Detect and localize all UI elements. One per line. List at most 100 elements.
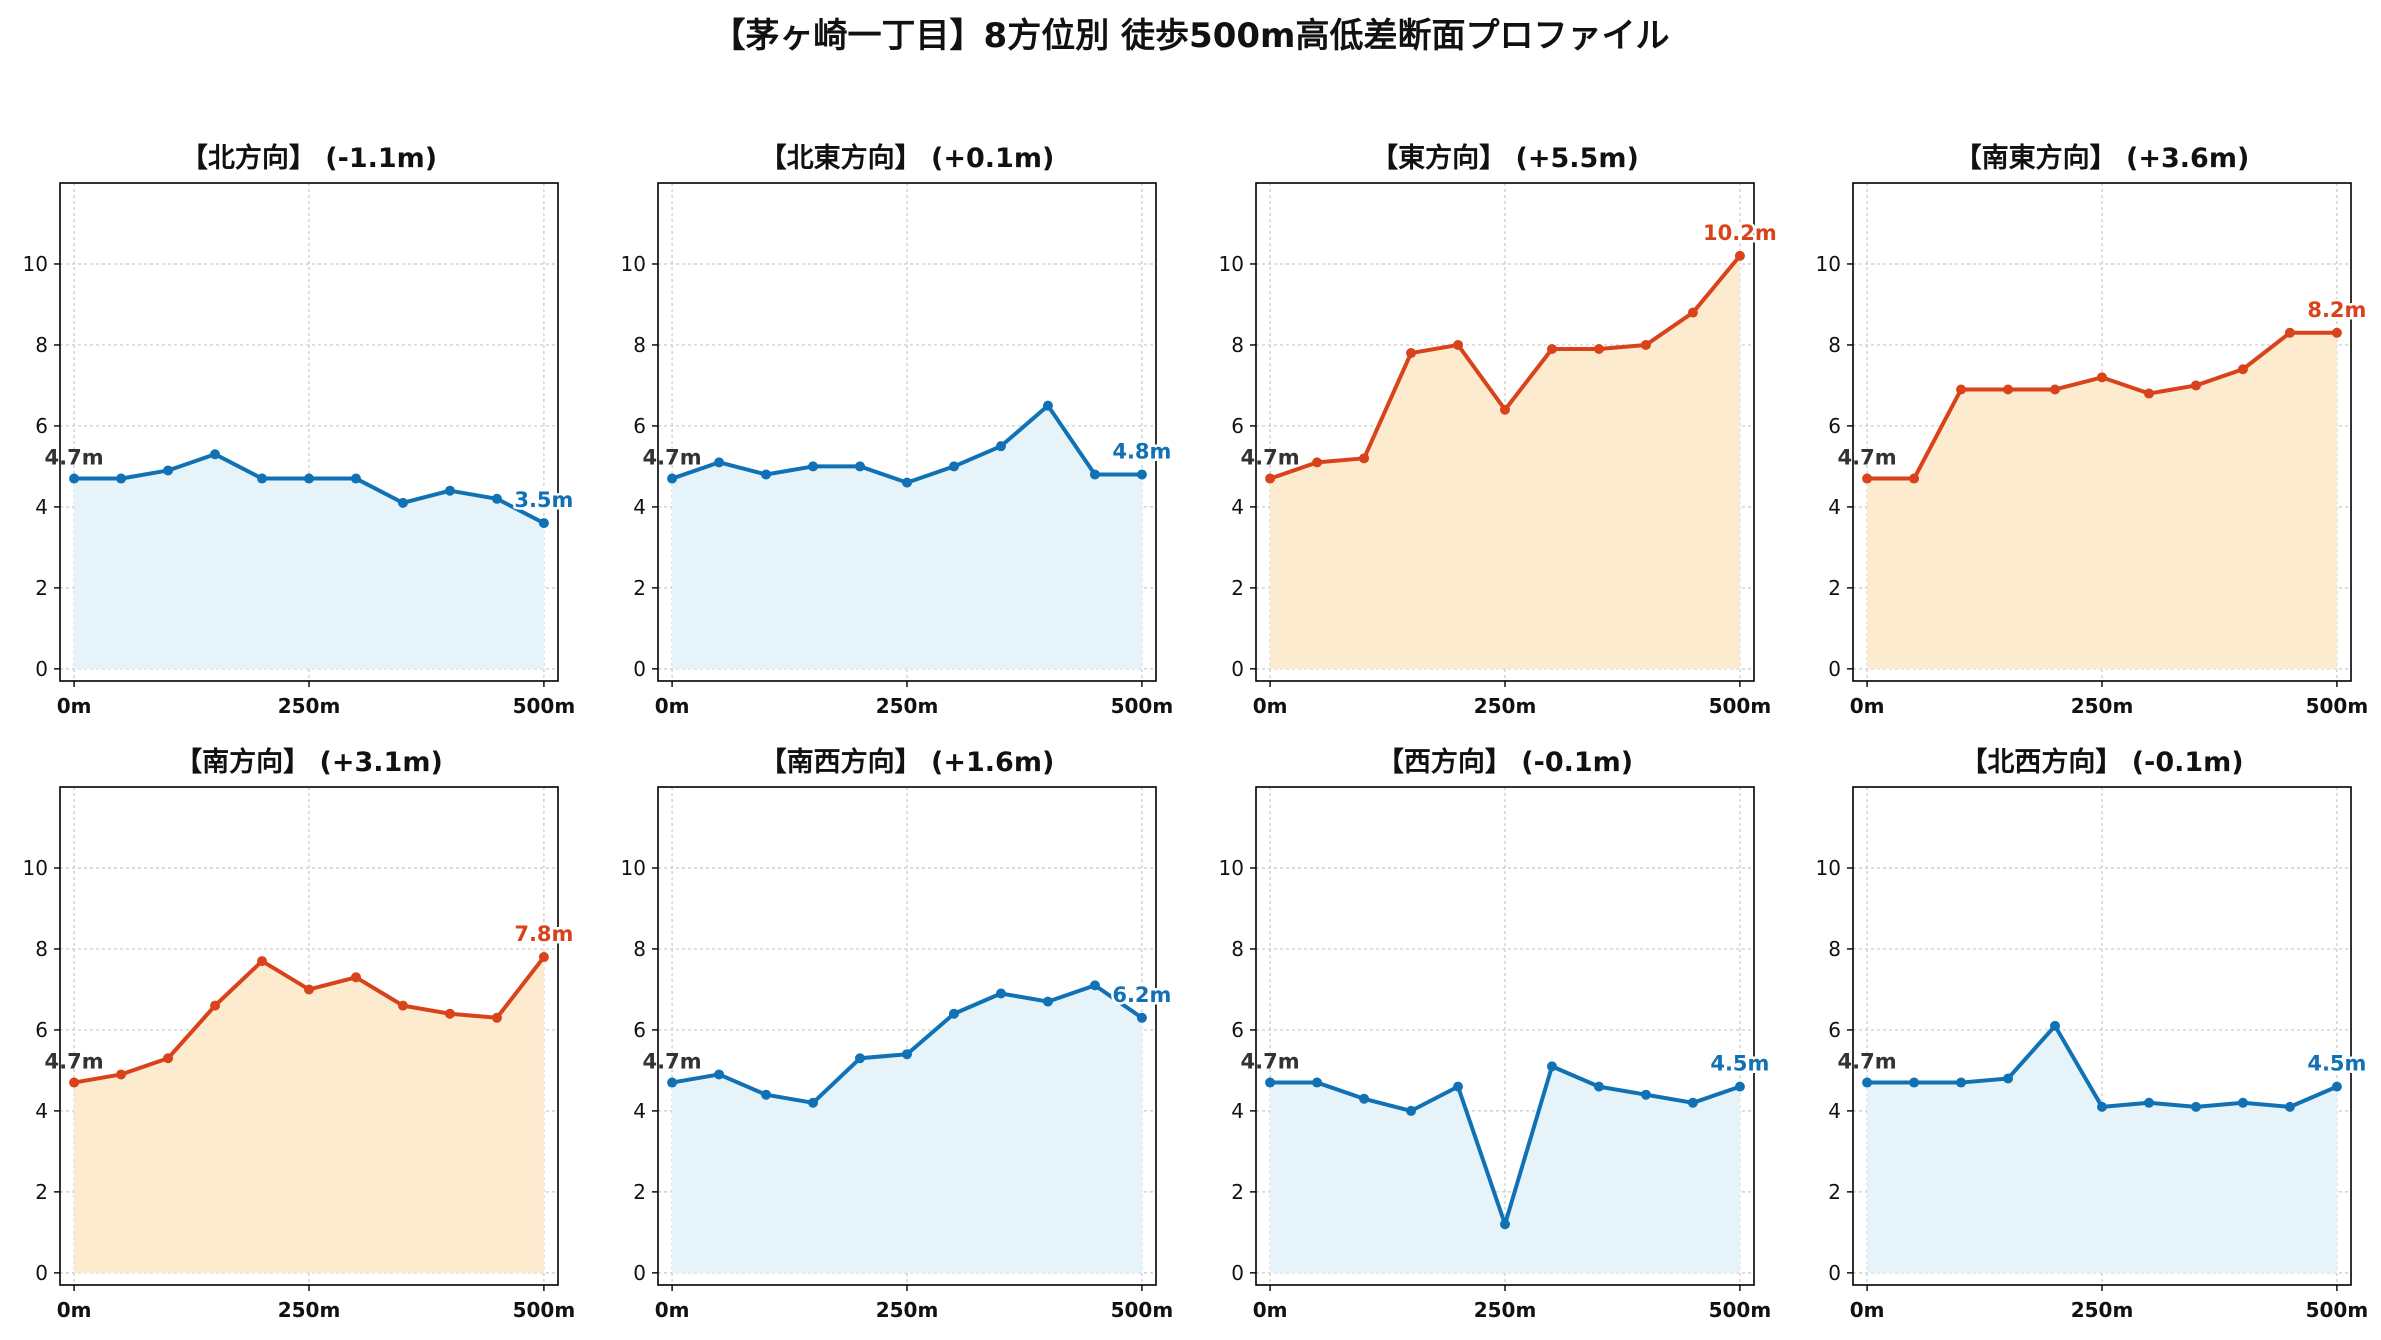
x-tick-label: 500m — [1709, 694, 1772, 718]
y-tick-label: 6 — [35, 414, 48, 438]
end-label: 4.8m — [1112, 440, 1171, 464]
data-point — [2003, 1073, 2014, 1084]
data-point — [1734, 1081, 1745, 1092]
start-label: 4.7m — [1838, 1050, 1897, 1074]
data-point — [1956, 1077, 1967, 1088]
y-tick-label: 10 — [23, 252, 48, 276]
data-point — [808, 461, 819, 472]
x-tick-label: 250m — [1474, 694, 1537, 718]
panel-title: 【北東方向】 (+0.1m) — [760, 142, 1055, 174]
data-point — [1640, 1089, 1651, 1100]
start-label: 4.7m — [643, 446, 702, 470]
data-point — [163, 1053, 174, 1064]
data-point — [1312, 1077, 1323, 1088]
panel-title: 【南方向】 (+3.1m) — [175, 746, 443, 778]
y-tick-label: 4 — [1828, 495, 1841, 519]
y-tick-label: 2 — [633, 1180, 646, 1204]
data-point — [948, 461, 959, 472]
area-fill — [74, 454, 544, 669]
start-label: 4.7m — [643, 1050, 702, 1074]
area-fill — [74, 957, 544, 1273]
data-point — [1265, 473, 1276, 484]
y-tick-label: 2 — [1828, 576, 1841, 600]
data-point — [210, 449, 221, 460]
data-point — [902, 1049, 912, 1060]
panel-1: 0 2 4 6 8 10 0m 250m 500m 【北東方向】 (+0.1m) 4.7m 4.8m — [621, 142, 1174, 718]
y-tick-label: 2 — [633, 576, 646, 600]
data-point — [1453, 339, 1464, 350]
y-tick-label: 8 — [1828, 333, 1841, 357]
y-tick-label: 0 — [1231, 1261, 1244, 1285]
data-point — [1546, 344, 1557, 354]
data-point — [1909, 1077, 1920, 1088]
data-point — [2050, 384, 2061, 395]
x-tick-label: 0m — [1253, 694, 1288, 718]
data-point — [761, 469, 772, 480]
data-point — [444, 485, 455, 496]
y-tick-label: 6 — [633, 414, 646, 438]
data-point — [855, 1053, 866, 1064]
figure-title: 【茅ヶ崎一丁目】8方位別 徒歩500m高低差断面プロファイル — [711, 16, 1670, 56]
panel-4: 0 2 4 6 8 10 0m 250m 500m 【南方向】 (+3.1m) 4.7m 7.8m — [23, 746, 576, 1322]
y-tick-label: 0 — [1828, 657, 1841, 681]
end-label: 10.2m — [1703, 221, 1777, 245]
y-tick-label: 8 — [633, 333, 646, 357]
data-point — [995, 988, 1006, 999]
y-tick-label: 4 — [1231, 1099, 1244, 1123]
data-point — [69, 1077, 80, 1088]
data-point — [350, 473, 361, 484]
end-label: 6.2m — [1112, 983, 1171, 1007]
y-tick-label: 6 — [1828, 1018, 1841, 1042]
data-point — [1359, 453, 1370, 464]
data-point — [714, 457, 725, 468]
data-point — [304, 473, 314, 484]
x-tick-label: 500m — [2306, 694, 2369, 718]
data-point — [1909, 473, 1920, 484]
data-point — [2331, 1081, 2342, 1092]
y-tick-label: 2 — [1828, 1180, 1841, 1204]
panel-2: 0 2 4 6 8 10 0m 250m 500m 【東方向】 (+5.5m) 4.7m 10.2m — [1219, 142, 1780, 718]
data-point — [1265, 1077, 1276, 1088]
y-tick-label: 2 — [1231, 1180, 1244, 1204]
data-point — [902, 477, 912, 488]
y-tick-label: 6 — [633, 1018, 646, 1042]
data-point — [2003, 384, 2014, 395]
y-tick-label: 0 — [35, 1261, 48, 1285]
panel-title: 【東方向】 (+5.5m) — [1371, 142, 1639, 174]
start-label: 4.7m — [45, 446, 104, 470]
data-point — [1956, 384, 1967, 395]
y-tick-label: 6 — [1231, 1018, 1244, 1042]
x-tick-label: 500m — [2306, 1298, 2369, 1322]
data-point — [2237, 1097, 2248, 1108]
data-point — [2284, 1101, 2295, 1112]
data-point — [667, 473, 678, 484]
y-tick-label: 8 — [1828, 937, 1841, 961]
data-point — [1042, 996, 1053, 1007]
y-tick-label: 6 — [1828, 414, 1841, 438]
data-point — [808, 1097, 819, 1108]
y-tick-label: 0 — [633, 657, 646, 681]
panel-title: 【西方向】 (-0.1m) — [1377, 746, 1633, 778]
y-tick-label: 8 — [35, 333, 48, 357]
area-fill — [1867, 332, 2337, 669]
data-point — [1136, 469, 1147, 480]
area-fill — [672, 405, 1142, 669]
y-tick-label: 10 — [23, 856, 48, 880]
panel-title: 【南東方向】 (+3.6m) — [1955, 142, 2250, 174]
data-point — [444, 1008, 455, 1019]
y-tick-label: 2 — [35, 1180, 48, 1204]
data-point — [995, 441, 1006, 452]
data-point — [667, 1077, 678, 1088]
y-tick-label: 0 — [1231, 657, 1244, 681]
data-point — [761, 1089, 772, 1100]
data-point — [210, 1000, 221, 1011]
end-label: 3.5m — [514, 488, 573, 512]
x-tick-label: 500m — [1111, 694, 1174, 718]
x-tick-label: 250m — [1474, 1298, 1537, 1322]
x-tick-label: 0m — [57, 1298, 92, 1322]
y-tick-label: 10 — [1219, 856, 1244, 880]
end-label: 8.2m — [2307, 298, 2366, 322]
data-point — [397, 1000, 408, 1011]
panel-6: 0 2 4 6 8 10 0m 250m 500m 【西方向】 (-0.1m) 4.7m 4.5m — [1219, 746, 1772, 1322]
